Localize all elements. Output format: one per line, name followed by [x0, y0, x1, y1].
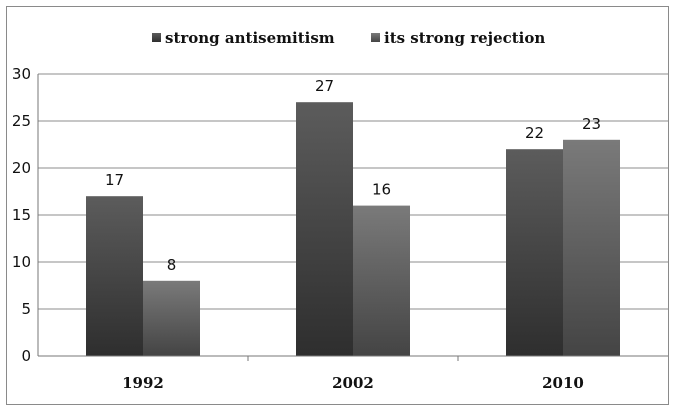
y-tick-label: 30 [12, 65, 31, 83]
y-tick-label: 0 [21, 347, 31, 365]
data-label: 27 [315, 77, 334, 95]
legend-label-strong-antisemitism: strong antisemitism [165, 29, 335, 47]
bar-its-strong-rejection-1992 [143, 280, 200, 356]
x-axis [37, 74, 668, 361]
data-label: 22 [525, 124, 544, 142]
bar-strong-antisemitism-2002 [296, 102, 353, 356]
bar-its-strong-rejection-2010 [563, 139, 620, 356]
legend-swatch-strong-antisemitism [152, 33, 161, 42]
data-label: 16 [372, 181, 391, 199]
legend: strong antisemitism its strong rejection [152, 29, 545, 47]
y-tick-label: 25 [12, 112, 31, 130]
data-label: 17 [105, 171, 124, 189]
bar-strong-antisemitism-2010 [506, 149, 563, 356]
y-tick-label: 10 [12, 253, 31, 271]
x-tick-label: 2010 [542, 374, 584, 392]
legend-swatch-its-strong-rejection [371, 33, 380, 42]
y-tick-label: 5 [21, 300, 31, 318]
y-tick-label: 20 [12, 159, 31, 177]
bars [86, 102, 620, 356]
x-axis-tick-labels: 1992 2002 2010 [122, 374, 584, 392]
bar-strong-antisemitism-1992 [86, 196, 143, 356]
data-labels: 17 8 27 16 22 23 [105, 77, 601, 274]
y-axis-tick-labels: 0 5 10 15 20 25 30 [12, 65, 31, 365]
bar-its-strong-rejection-2002 [353, 205, 410, 356]
y-tick-label: 15 [12, 206, 31, 224]
legend-label-its-strong-rejection: its strong rejection [384, 29, 545, 47]
data-label: 23 [582, 115, 601, 133]
x-tick-label: 1992 [122, 374, 164, 392]
x-tick-label: 2002 [332, 374, 374, 392]
data-label: 8 [167, 256, 177, 274]
